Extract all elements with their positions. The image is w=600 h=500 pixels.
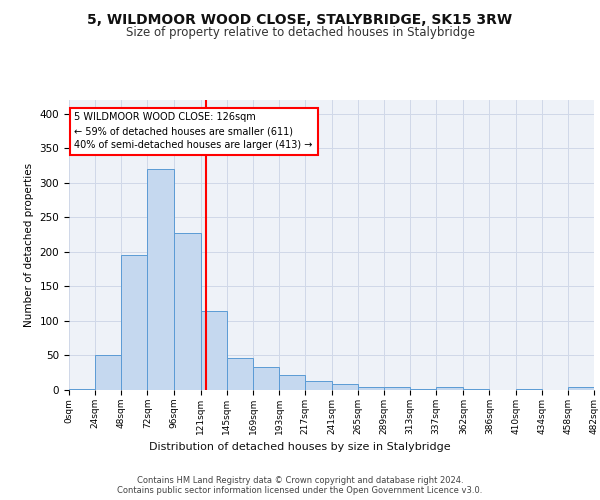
Bar bbox=[436, 387, 463, 390]
Bar bbox=[148, 169, 173, 390]
Bar bbox=[410, 388, 436, 390]
Bar bbox=[121, 256, 148, 390]
Bar bbox=[305, 381, 331, 390]
Text: Contains public sector information licensed under the Open Government Licence v3: Contains public sector information licen… bbox=[118, 486, 482, 495]
Text: Distribution of detached houses by size in Stalybridge: Distribution of detached houses by size … bbox=[149, 442, 451, 452]
Bar bbox=[568, 386, 594, 390]
Bar bbox=[227, 358, 253, 390]
Bar bbox=[358, 386, 384, 390]
Bar bbox=[201, 312, 227, 390]
Text: Size of property relative to detached houses in Stalybridge: Size of property relative to detached ho… bbox=[125, 26, 475, 39]
Y-axis label: Number of detached properties: Number of detached properties bbox=[24, 163, 34, 327]
Bar bbox=[95, 355, 121, 390]
Bar bbox=[69, 388, 95, 390]
Text: 5 WILDMOOR WOOD CLOSE: 126sqm
← 59% of detached houses are smaller (611)
40% of : 5 WILDMOOR WOOD CLOSE: 126sqm ← 59% of d… bbox=[74, 112, 313, 150]
Bar bbox=[331, 384, 358, 390]
Bar bbox=[279, 375, 305, 390]
Bar bbox=[253, 366, 279, 390]
Text: 5, WILDMOOR WOOD CLOSE, STALYBRIDGE, SK15 3RW: 5, WILDMOOR WOOD CLOSE, STALYBRIDGE, SK1… bbox=[88, 12, 512, 26]
Text: Contains HM Land Registry data © Crown copyright and database right 2024.: Contains HM Land Registry data © Crown c… bbox=[137, 476, 463, 485]
Bar bbox=[384, 387, 410, 390]
Bar bbox=[173, 234, 201, 390]
